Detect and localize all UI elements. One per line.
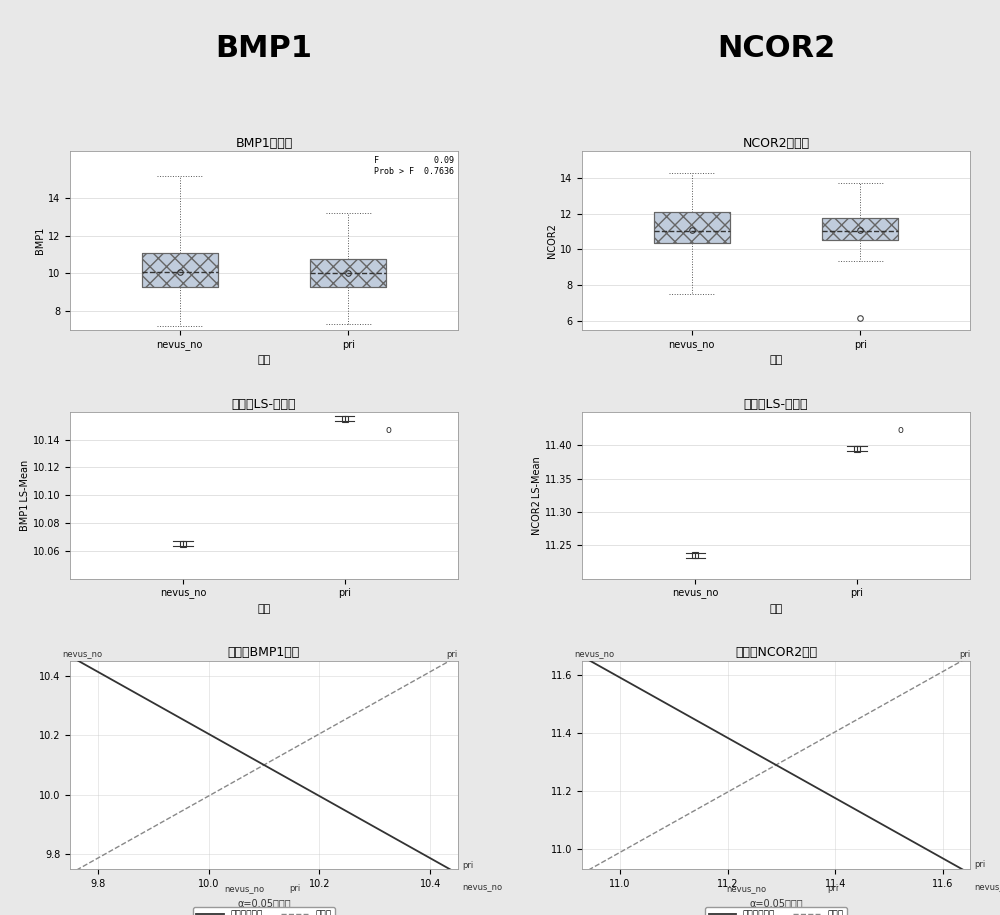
Text: nevus_no: nevus_no xyxy=(462,882,502,891)
Legend: 非显著性差异, 显著性: 非显著性差异, 显著性 xyxy=(193,907,335,915)
X-axis label: 疾病: 疾病 xyxy=(257,604,271,614)
Text: α=0.05的差异: α=0.05的差异 xyxy=(749,899,803,909)
Legend: 非显著性差异, 显著性: 非显著性差异, 显著性 xyxy=(705,907,847,915)
Text: BMP1: BMP1 xyxy=(215,34,312,63)
Bar xyxy=(822,218,898,240)
Text: nevus_no: nevus_no xyxy=(225,884,265,893)
Text: pri: pri xyxy=(827,884,838,893)
Title: 疾病的LS-平均値: 疾病的LS-平均値 xyxy=(744,398,808,411)
Bar xyxy=(142,253,218,286)
Bar xyxy=(654,212,730,243)
X-axis label: 疾病: 疾病 xyxy=(769,355,783,365)
Title: BMP1的分布: BMP1的分布 xyxy=(235,137,293,150)
Text: o: o xyxy=(897,425,903,436)
Bar xyxy=(142,253,218,286)
Text: o: o xyxy=(385,425,391,436)
Bar xyxy=(822,218,898,240)
Text: α=0.05的差异: α=0.05的差异 xyxy=(237,899,291,909)
Y-axis label: NCOR2 LS-Mean: NCOR2 LS-Mean xyxy=(532,456,542,534)
Text: nevus_no: nevus_no xyxy=(726,884,766,893)
Text: nevus_no: nevus_no xyxy=(574,650,614,659)
Title: 疾病的BMP1比较: 疾病的BMP1比较 xyxy=(228,647,300,660)
Text: NCOR2: NCOR2 xyxy=(717,34,835,63)
Title: 疾病的LS-平均値: 疾病的LS-平均値 xyxy=(232,398,296,411)
Y-axis label: NCOR2: NCOR2 xyxy=(547,223,557,258)
Title: 疾病的NCOR2比较: 疾病的NCOR2比较 xyxy=(735,647,817,660)
Y-axis label: BMP1: BMP1 xyxy=(35,227,45,254)
Text: F           0.09
Prob > F  0.7636: F 0.09 Prob > F 0.7636 xyxy=(374,156,454,176)
Bar xyxy=(310,259,386,286)
Text: pri: pri xyxy=(959,650,970,659)
X-axis label: 疾病: 疾病 xyxy=(257,355,271,365)
Text: nevus_no: nevus_no xyxy=(62,650,102,659)
Text: pri: pri xyxy=(974,860,985,869)
Text: pri: pri xyxy=(289,884,300,893)
Text: nevus_no: nevus_no xyxy=(974,882,1000,891)
X-axis label: 疾病: 疾病 xyxy=(769,604,783,614)
Bar xyxy=(654,212,730,243)
Text: pri: pri xyxy=(462,860,473,869)
Text: pri: pri xyxy=(447,650,458,659)
Y-axis label: BMP1 LS-Mean: BMP1 LS-Mean xyxy=(20,459,30,531)
Bar xyxy=(310,259,386,286)
Title: NCOR2的分布: NCOR2的分布 xyxy=(742,137,810,150)
